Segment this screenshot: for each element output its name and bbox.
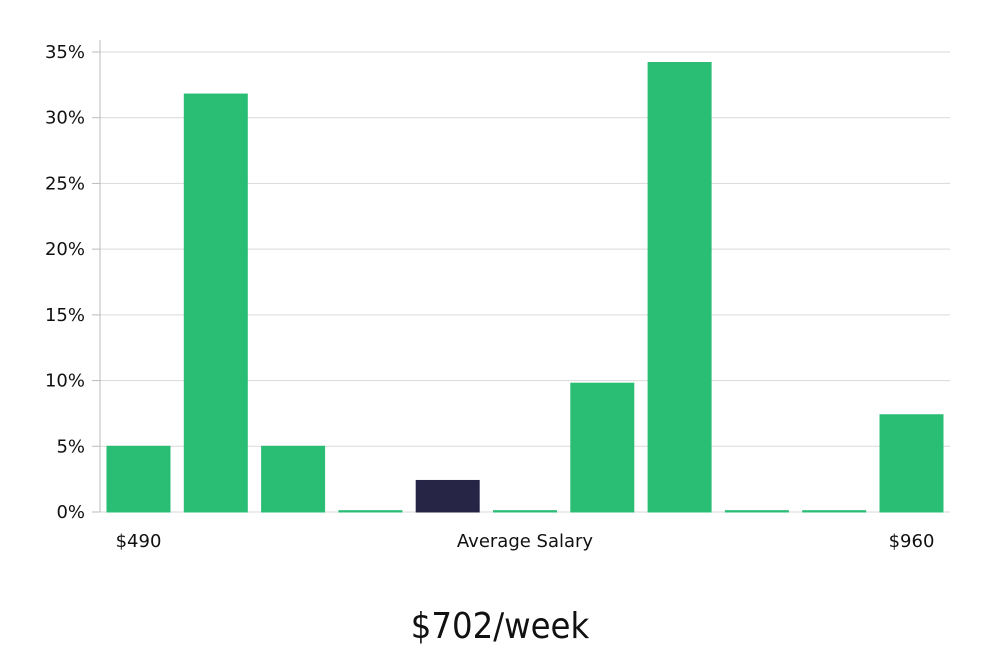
- y-axis: [92, 40, 101, 513]
- x-max-label: $960: [889, 531, 935, 552]
- y-tick-label: 30%: [45, 108, 85, 129]
- x-axis-title: Average Salary: [457, 531, 594, 552]
- bar: [647, 62, 712, 513]
- bar: [570, 382, 635, 513]
- bar: [338, 510, 403, 513]
- bar: [493, 510, 557, 513]
- bars: [106, 62, 944, 513]
- bar: [261, 445, 326, 513]
- y-tick-label: 35%: [45, 42, 85, 63]
- bar: [802, 510, 867, 513]
- bar: [106, 445, 171, 513]
- y-tick-label: 25%: [45, 173, 85, 194]
- bar: [879, 414, 944, 513]
- bar-highlight: [415, 479, 480, 513]
- y-tick-label: 10%: [45, 371, 85, 392]
- tick-labels: 0% 5% 10% 15% 20% 25% 30% 35% $490 $960 Average Sa…: [45, 42, 934, 552]
- bar: [183, 93, 248, 513]
- bar: [724, 510, 789, 513]
- y-tick-label: 0%: [56, 502, 85, 523]
- y-tick-label: 20%: [45, 239, 85, 260]
- histogram-plot: 0% 5% 10% 15% 20% 25% 30% 35% $490 $960 Average Sa…: [45, 40, 950, 552]
- average-salary-value: $702/week: [410, 606, 590, 647]
- y-tick-label: 5%: [56, 436, 85, 457]
- y-tick-label: 15%: [45, 305, 85, 326]
- x-min-label: $490: [116, 531, 162, 552]
